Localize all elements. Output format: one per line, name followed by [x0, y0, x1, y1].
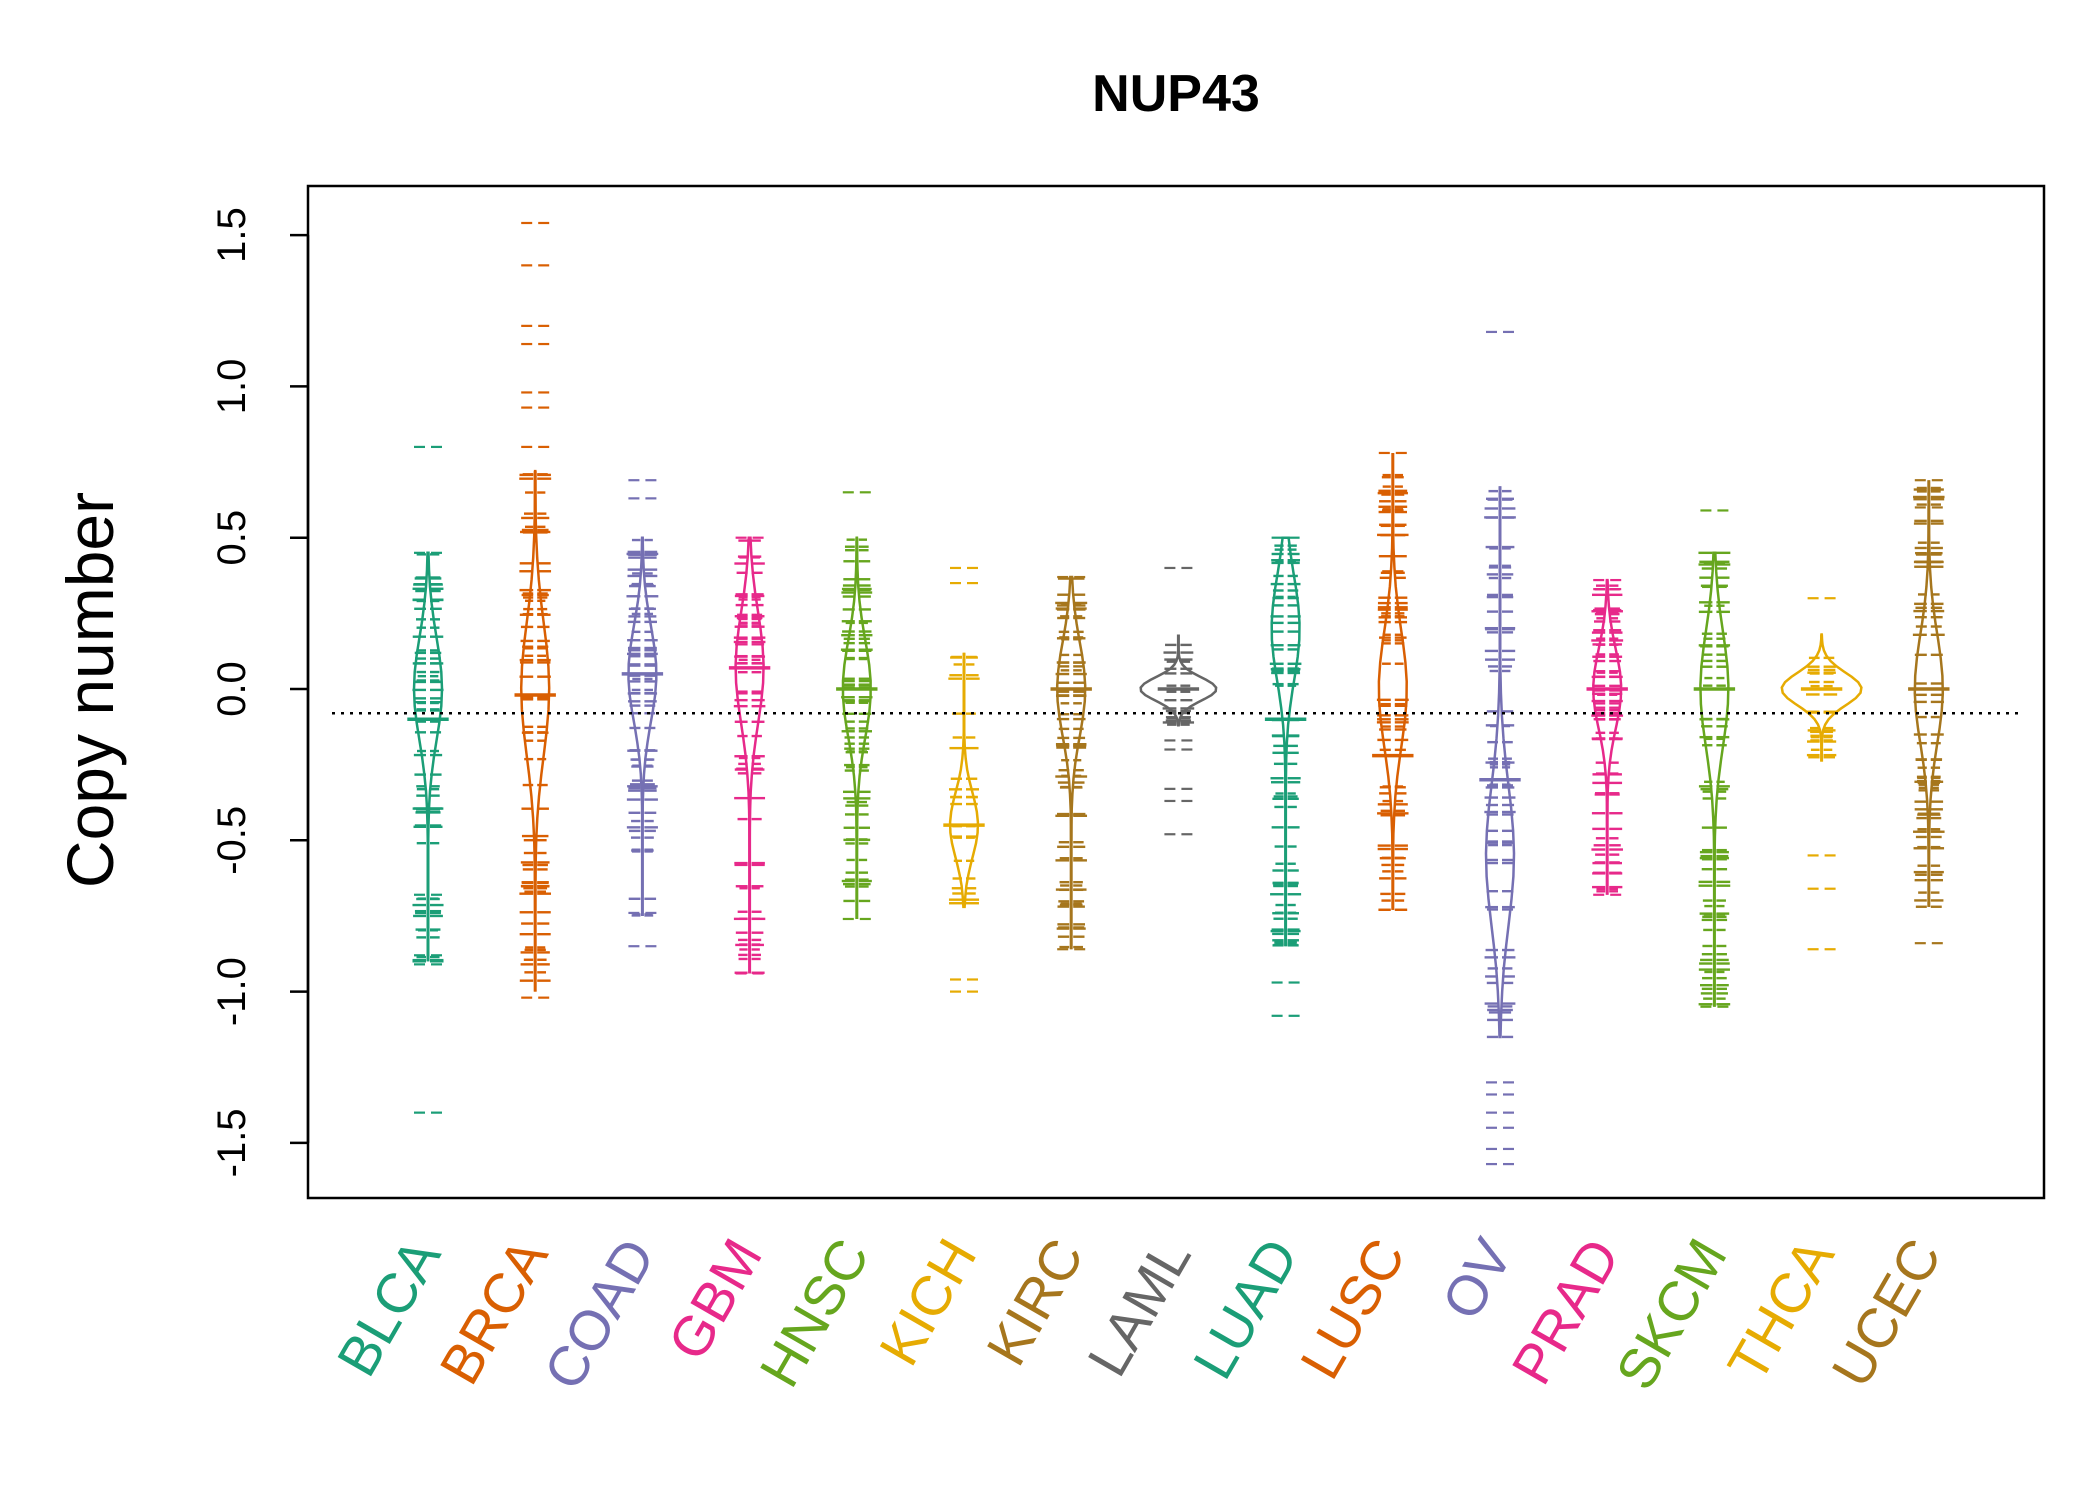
y-tick-label: 0.5	[210, 510, 254, 566]
bean-density	[1592, 578, 1623, 895]
bean-density	[1484, 486, 1516, 1039]
bean-gbm	[728, 536, 771, 975]
bean-blca	[407, 445, 449, 1114]
bean-density	[841, 536, 872, 919]
bean-ov	[1479, 330, 1521, 1166]
x-tick-label-skcm: SKCM	[1603, 1228, 1738, 1400]
bean-density	[1377, 453, 1408, 910]
bean-brca	[514, 221, 556, 999]
x-tick-label-hnsc: HNSC	[747, 1228, 881, 1397]
y-tick-label: -0.5	[210, 806, 254, 875]
x-tick-label-ov: OV	[1429, 1228, 1524, 1330]
bean-laml	[1139, 566, 1218, 836]
bean-density	[412, 551, 444, 962]
bean-ucec	[1908, 479, 1950, 945]
x-tick-label-kich: KICH	[867, 1228, 988, 1375]
chart-title: NUP43	[1092, 65, 1260, 123]
y-axis-label: Copy number	[53, 492, 127, 888]
x-tick-label-lusc: LUSC	[1288, 1228, 1417, 1389]
bean-kich	[943, 566, 985, 993]
y-tick-label: 1.5	[210, 207, 254, 263]
x-tick-label-luad: LUAD	[1181, 1228, 1310, 1389]
y-axis: -1.5 -1.0 -0.5 0.0 0.5 1.0 1.5	[210, 207, 310, 1177]
x-tick-label-laml: LAML	[1075, 1228, 1203, 1386]
plot-area	[332, 221, 2020, 1166]
bean-density	[1699, 551, 1730, 1007]
bean-lusc	[1372, 451, 1414, 911]
bean-skcm	[1693, 509, 1736, 1008]
bean-thca	[1780, 597, 1863, 951]
bean-kirc	[1050, 575, 1092, 951]
bean-hnsc	[836, 491, 878, 921]
y-tick-label: -1.0	[210, 957, 254, 1026]
bean-luad	[1264, 536, 1307, 1017]
y-tick-label: 1.0	[210, 359, 254, 415]
bean-density	[1780, 633, 1863, 762]
x-tick-label-ucec: UCEC	[1819, 1228, 1953, 1397]
bean-coad	[621, 479, 664, 948]
y-tick-label: 0.0	[210, 661, 254, 717]
bean-density	[734, 536, 765, 974]
x-tick-label-coad: COAD	[531, 1228, 666, 1400]
bean-density	[1270, 536, 1301, 947]
bean-prad	[1586, 578, 1628, 896]
y-tick-label: -1.5	[210, 1108, 254, 1177]
bean-density	[519, 469, 551, 992]
bean-density	[1913, 480, 1945, 907]
bean-density	[948, 652, 980, 909]
bean-density	[1139, 634, 1218, 727]
